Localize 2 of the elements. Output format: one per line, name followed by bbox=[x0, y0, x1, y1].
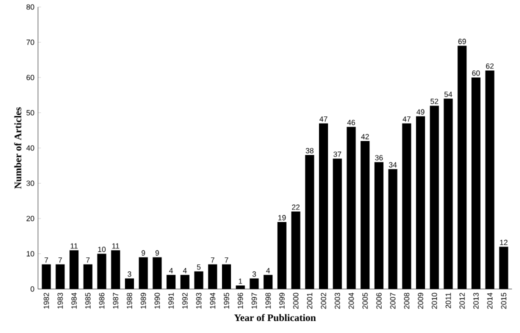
y-axis-title: Number of Articles bbox=[14, 107, 22, 189]
x-axis-title: Year of Publication bbox=[234, 314, 316, 322]
